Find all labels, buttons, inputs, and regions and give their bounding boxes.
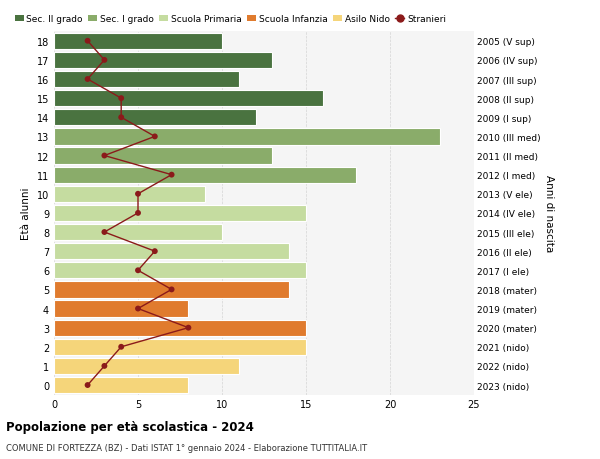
Point [100, 152, 109, 160]
Bar [54, 320, 306, 336]
Point [184, 324, 193, 331]
Bar [54, 358, 239, 374]
Point [116, 114, 126, 122]
Point [150, 248, 160, 255]
Bar [54, 129, 440, 145]
Bar [54, 339, 306, 355]
Point [100, 363, 109, 370]
Point [83, 76, 92, 84]
Bar [54, 243, 289, 260]
Bar [54, 148, 272, 164]
Text: Popolazione per età scolastica - 2024: Popolazione per età scolastica - 2024 [6, 420, 254, 433]
Point [133, 305, 143, 313]
Point [116, 343, 126, 351]
Point [150, 134, 160, 141]
Point [133, 210, 143, 217]
Bar [54, 91, 323, 107]
Bar [54, 377, 188, 393]
Y-axis label: Età alunni: Età alunni [21, 187, 31, 240]
Bar [54, 34, 222, 50]
Bar [54, 263, 306, 279]
Point [167, 286, 176, 293]
Bar [54, 301, 188, 317]
Bar [54, 53, 272, 69]
Bar [54, 167, 356, 184]
Bar [54, 205, 306, 222]
Point [83, 38, 92, 45]
Legend: Sec. II grado, Sec. I grado, Scuola Primaria, Scuola Infanzia, Asilo Nido, Stran: Sec. II grado, Sec. I grado, Scuola Prim… [15, 15, 446, 24]
Text: COMUNE DI FORTEZZA (BZ) - Dati ISTAT 1° gennaio 2024 - Elaborazione TUTTITALIA.I: COMUNE DI FORTEZZA (BZ) - Dati ISTAT 1° … [6, 443, 367, 452]
Point [100, 57, 109, 64]
Bar [54, 224, 222, 241]
Point [133, 267, 143, 274]
Bar [54, 72, 239, 88]
Bar [54, 186, 205, 202]
Point [116, 95, 126, 103]
Bar [54, 282, 289, 298]
Point [167, 172, 176, 179]
Point [83, 381, 92, 389]
Point [100, 229, 109, 236]
Y-axis label: Anni di nascita: Anni di nascita [544, 175, 554, 252]
Bar [54, 110, 256, 126]
Point [133, 190, 143, 198]
